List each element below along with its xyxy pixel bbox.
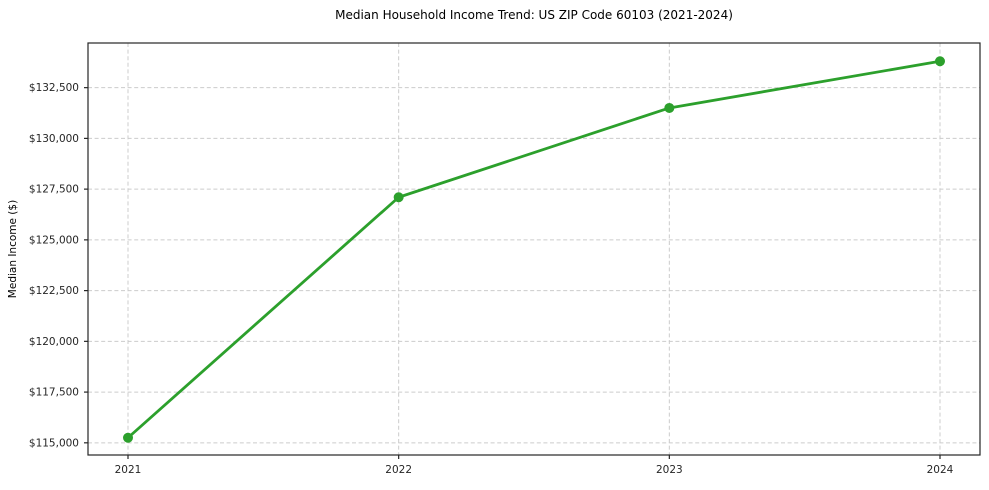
data-point-2022 bbox=[393, 192, 404, 203]
data-point-2024 bbox=[935, 56, 945, 67]
y-tick-label: $122,500 bbox=[29, 285, 79, 297]
x-tick-label: 2021 bbox=[115, 464, 142, 476]
x-tick-label: 2024 bbox=[927, 464, 954, 476]
y-tick-label: $127,500 bbox=[29, 184, 79, 196]
income-trend-line bbox=[126, 59, 942, 440]
x-tick-label: 2022 bbox=[385, 464, 412, 476]
y-tick-label: $130,000 bbox=[29, 133, 79, 145]
chart-title: Median Household Income Trend: US ZIP Co… bbox=[335, 8, 733, 22]
y-tick-label: $125,000 bbox=[29, 234, 79, 246]
plot-border bbox=[87, 42, 981, 456]
data-point-2023 bbox=[664, 102, 675, 113]
data-point-2021 bbox=[123, 432, 133, 443]
y-tick-label: $120,000 bbox=[29, 336, 79, 348]
y-tick-label: $132,500 bbox=[29, 82, 79, 94]
y-tick-label: $117,500 bbox=[29, 387, 79, 399]
x-tick-label: 2023 bbox=[656, 464, 683, 476]
y-tick-label: $115,000 bbox=[29, 437, 79, 449]
